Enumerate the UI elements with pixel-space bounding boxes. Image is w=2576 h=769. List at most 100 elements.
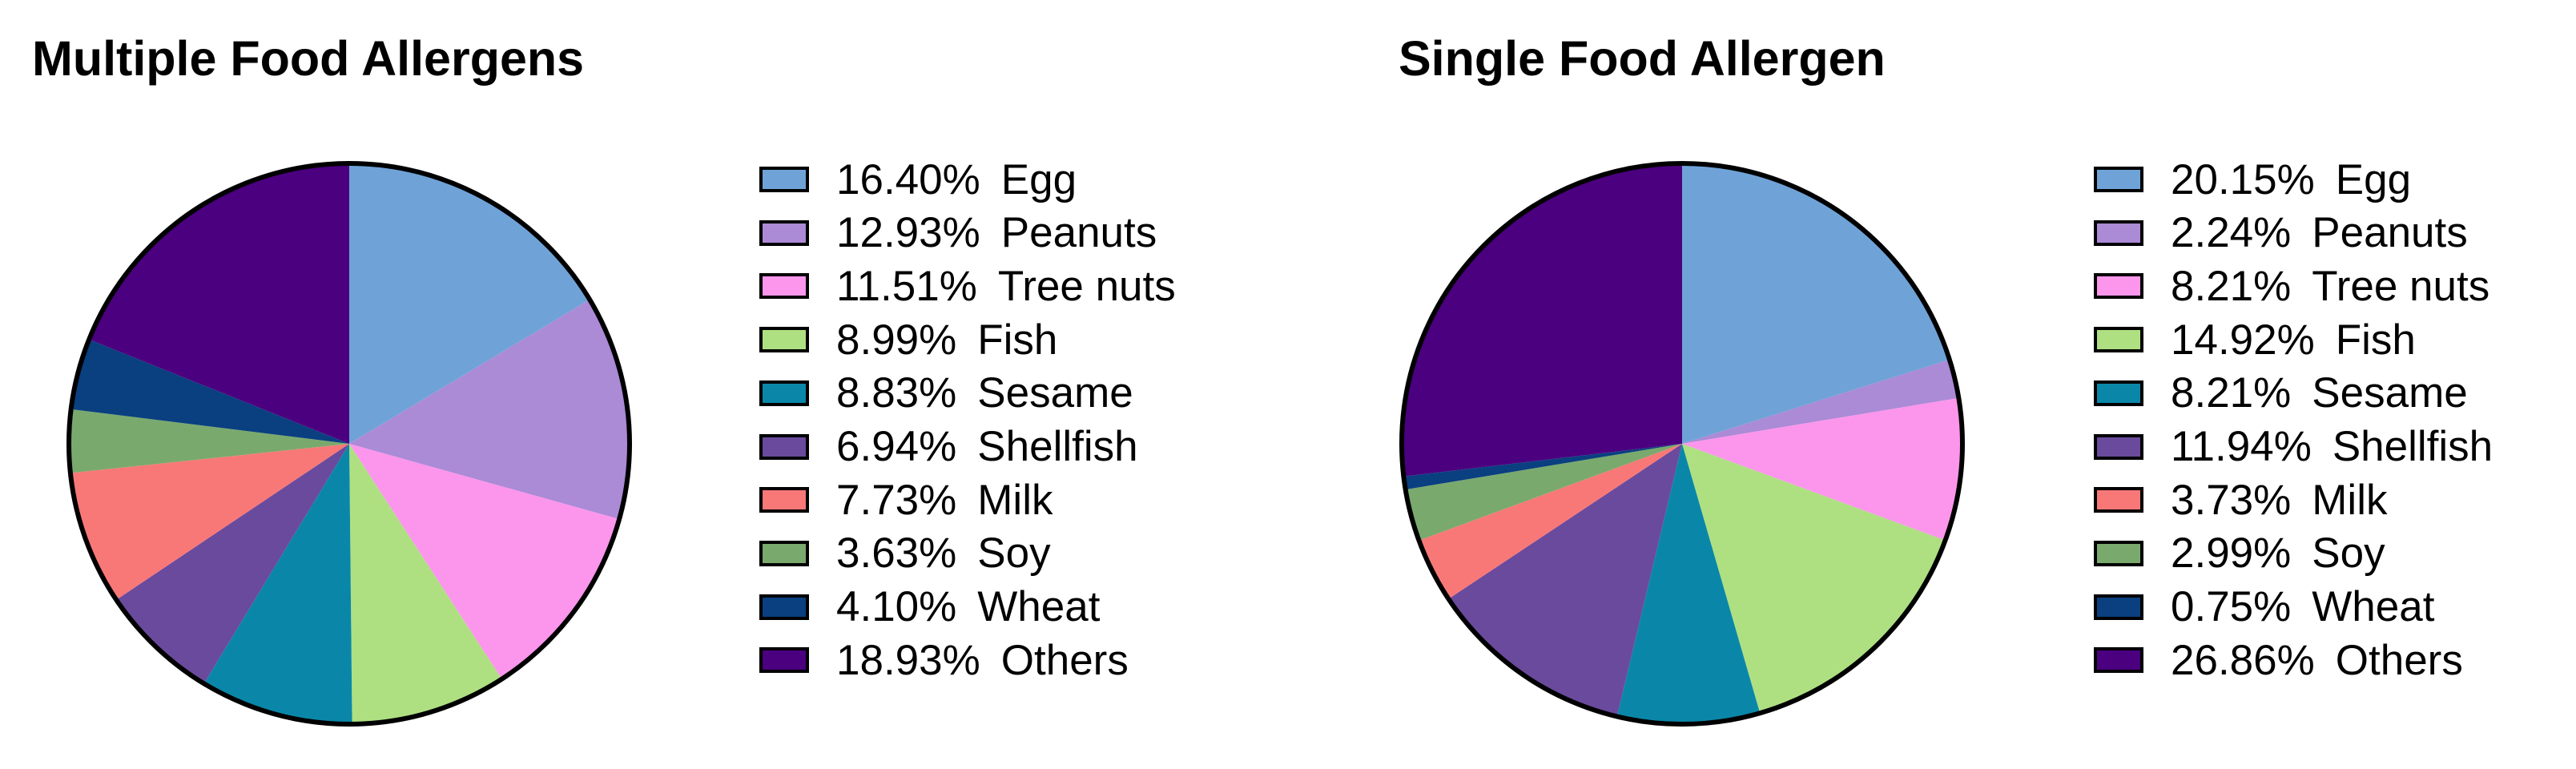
pie-slice-milk	[70, 444, 350, 600]
legend-item: 0.75% Wheat	[2094, 583, 2434, 631]
chart-title: Single Food Allergen	[1399, 31, 1886, 86]
legend-swatch	[759, 167, 809, 192]
legend-item: 11.51% Tree nuts	[759, 262, 1176, 310]
legend-text: 4.10% Wheat	[836, 582, 1100, 631]
legend-percent: 2.99%	[2171, 529, 2292, 578]
pie-slice-fish	[349, 444, 502, 724]
legend-swatch	[759, 433, 809, 460]
legend-percent: 0.75%	[2171, 583, 2292, 631]
legend-swatch	[759, 647, 809, 674]
pie-slice-wheat	[1403, 444, 1682, 490]
legend-percent: 7.73%	[836, 476, 957, 524]
legend-label: Egg	[2335, 155, 2412, 203]
legend-text: 2.99% Soy	[2171, 529, 2385, 578]
legend-swatch	[2094, 219, 2143, 246]
legend-label: Tree nuts	[2312, 262, 2490, 310]
legend-label: Peanuts	[1000, 209, 1157, 257]
legend-text: 11.51% Tree nuts	[836, 262, 1176, 311]
legend-text: 12.93% Peanuts	[836, 208, 1157, 257]
legend-text: 8.21% Tree nuts	[2171, 262, 2489, 311]
pie-slice-peanuts	[1682, 359, 1959, 444]
legend-item: 12.93% Peanuts	[759, 209, 1157, 257]
legend-swatch	[2094, 380, 2143, 406]
legend-swatch	[759, 594, 809, 620]
pie-slice-egg	[349, 163, 590, 444]
legend-item: 16.40% Egg	[759, 155, 1077, 203]
legend-text: 0.75% Wheat	[2171, 582, 2434, 631]
legend-text: 7.73% Milk	[836, 476, 1053, 525]
legend-swatch	[2094, 594, 2143, 620]
pie-slice-fish	[1682, 444, 1946, 714]
legend-label: Sesame	[2312, 369, 2468, 417]
legend-text: 26.86% Others	[2171, 636, 2463, 685]
legend-item: 2.24% Peanuts	[2094, 209, 2468, 257]
legend-swatch	[2094, 433, 2143, 460]
legend-item: 6.94% Shellfish	[759, 423, 1138, 471]
legend-item: 8.21% Tree nuts	[2094, 262, 2489, 310]
pie-slice-sesame	[203, 444, 352, 724]
legend-item: 26.86% Others	[2094, 636, 2463, 684]
legend-swatch	[2094, 327, 2143, 353]
legend-item: 18.93% Others	[759, 636, 1129, 684]
pie-slice-sesame	[1616, 444, 1761, 724]
pie-slice-soy	[1405, 444, 1682, 541]
legend-percent: 11.94%	[2171, 423, 2312, 470]
legend-swatch	[2094, 487, 2143, 513]
chart-panel-single: Single Food Allergen 20.15% Egg 2.24% Peanu…	[1330, 0, 2576, 769]
legend-label: Others	[1000, 636, 1129, 684]
legend-percent: 8.83%	[836, 369, 957, 417]
legend-text: 3.63% Soy	[836, 529, 1051, 578]
legend-percent: 16.40%	[836, 155, 980, 203]
legend-percent: 8.99%	[836, 316, 957, 364]
pie-slice-tree-nuts	[1682, 397, 1962, 541]
pie-slice-shellfish	[116, 444, 349, 684]
legend-label: Fish	[2335, 316, 2416, 364]
legend-percent: 4.10%	[836, 583, 957, 631]
legend-percent: 20.15%	[2171, 155, 2315, 203]
legend-item: 3.63% Soy	[759, 529, 1051, 578]
legend-label: Shellfish	[2332, 423, 2493, 470]
legend-item: 8.83% Sesame	[759, 369, 1133, 417]
legend-text: 20.15% Egg	[2171, 155, 2411, 204]
legend-percent: 18.93%	[836, 636, 980, 684]
legend-percent: 8.21%	[2171, 262, 2292, 310]
legend-item: 11.94% Shellfish	[2094, 423, 2493, 471]
legend-swatch	[759, 273, 809, 300]
legend-swatch	[759, 327, 809, 353]
legend-percent: 3.73%	[2171, 476, 2292, 524]
legend-swatch	[2094, 647, 2143, 674]
legend-text: 16.40% Egg	[836, 155, 1077, 204]
legend-item: 8.21% Sesame	[2094, 369, 2468, 417]
legend-percent: 8.21%	[2171, 369, 2292, 417]
pie-outline	[1399, 161, 1965, 727]
legend-percent: 6.94%	[836, 423, 957, 470]
legend-swatch	[759, 380, 809, 406]
legend-label: Sesame	[977, 369, 1133, 417]
legend-item: 2.99% Soy	[2094, 529, 2385, 578]
legend-text: 2.24% Peanuts	[2171, 208, 2468, 257]
pie-slice-others	[1402, 163, 1682, 477]
legend-text: 8.99% Fish	[836, 316, 1057, 364]
legend-text: 3.73% Milk	[2171, 476, 2387, 525]
legend-label: Soy	[977, 529, 1051, 578]
pie-chart	[66, 161, 632, 727]
pie-slice-others	[89, 163, 349, 444]
legend-text: 6.94% Shellfish	[836, 422, 1138, 471]
legend-label: Milk	[977, 476, 1053, 524]
legend-label: Others	[2335, 636, 2463, 684]
pie-slice-peanuts	[349, 299, 630, 520]
legend-label: Milk	[2312, 476, 2388, 524]
legend-swatch	[2094, 540, 2143, 566]
legend-label: Shellfish	[977, 423, 1138, 470]
pie-slice-milk	[1419, 444, 1682, 599]
legend-percent: 2.24%	[2171, 209, 2292, 257]
legend-item: 7.73% Milk	[759, 476, 1053, 524]
legend-item: 20.15% Egg	[2094, 155, 2411, 203]
legend-swatch	[759, 487, 809, 513]
pie-slice-wheat	[70, 339, 349, 444]
pie-chart	[1399, 161, 1965, 727]
pie-slice-soy	[69, 409, 350, 473]
legend-label: Wheat	[977, 583, 1101, 631]
legend-text: 8.83% Sesame	[836, 368, 1133, 417]
legend-percent: 14.92%	[2171, 316, 2315, 364]
